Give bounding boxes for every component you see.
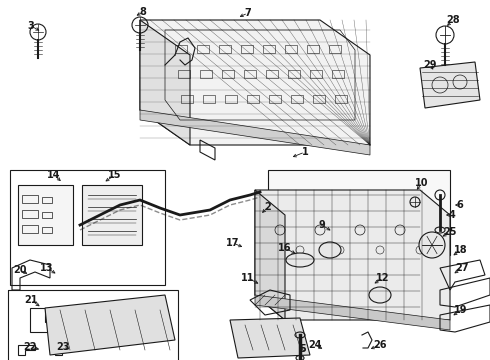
Bar	[200, 70, 212, 78]
Bar	[285, 45, 297, 53]
Bar	[313, 95, 325, 103]
Ellipse shape	[369, 287, 391, 303]
Polygon shape	[255, 190, 450, 320]
Text: 11: 11	[241, 273, 255, 283]
Bar	[288, 70, 300, 78]
Bar	[307, 45, 319, 53]
Polygon shape	[420, 62, 480, 108]
Bar	[266, 70, 278, 78]
Polygon shape	[230, 318, 310, 358]
Text: 21: 21	[24, 295, 38, 305]
Bar	[244, 70, 256, 78]
Bar	[219, 45, 231, 53]
Text: 7: 7	[245, 8, 251, 18]
Text: 12: 12	[376, 273, 390, 283]
Bar	[269, 95, 281, 103]
Bar	[175, 45, 187, 53]
Polygon shape	[45, 295, 175, 355]
Bar	[225, 95, 237, 103]
Bar	[291, 95, 303, 103]
Text: 14: 14	[47, 170, 61, 180]
Bar	[42, 227, 52, 233]
Text: 29: 29	[423, 60, 437, 70]
Bar	[247, 95, 259, 103]
Text: 19: 19	[454, 305, 468, 315]
Bar	[181, 95, 193, 103]
Bar	[310, 70, 322, 78]
Bar	[22, 225, 38, 233]
Ellipse shape	[286, 253, 314, 267]
Text: 3: 3	[27, 21, 34, 31]
Text: 10: 10	[415, 178, 429, 188]
Bar	[335, 95, 347, 103]
Bar	[18, 185, 73, 245]
Text: 18: 18	[454, 245, 468, 255]
Text: 24: 24	[308, 340, 322, 350]
Text: 2: 2	[265, 202, 271, 212]
Text: 1: 1	[302, 147, 308, 157]
Bar	[42, 197, 52, 203]
Polygon shape	[140, 110, 370, 155]
Polygon shape	[140, 20, 190, 145]
Bar	[82, 185, 142, 245]
Text: 20: 20	[13, 265, 27, 275]
Text: 4: 4	[449, 210, 455, 220]
Text: 22: 22	[23, 342, 37, 352]
Text: 23: 23	[56, 342, 70, 352]
Text: 13: 13	[40, 263, 54, 273]
Text: 28: 28	[446, 15, 460, 25]
Bar	[22, 210, 38, 218]
Text: 6: 6	[457, 200, 464, 210]
Polygon shape	[140, 20, 370, 145]
Polygon shape	[268, 170, 450, 255]
Bar	[329, 45, 341, 53]
Bar	[22, 195, 38, 203]
Text: 16: 16	[278, 243, 292, 253]
Bar	[178, 70, 190, 78]
Bar	[8, 290, 178, 360]
Bar	[10, 170, 165, 285]
Text: 26: 26	[373, 340, 387, 350]
Bar	[332, 70, 344, 78]
Bar	[241, 45, 253, 53]
Bar	[197, 45, 209, 53]
Text: 5: 5	[299, 344, 306, 354]
Polygon shape	[255, 190, 285, 320]
Circle shape	[419, 232, 445, 258]
Text: 25: 25	[443, 227, 457, 237]
Bar	[222, 70, 234, 78]
Bar	[203, 95, 215, 103]
Ellipse shape	[319, 242, 341, 258]
Text: 15: 15	[108, 170, 122, 180]
Text: 9: 9	[318, 220, 325, 230]
Polygon shape	[255, 295, 450, 330]
Bar	[263, 45, 275, 53]
Bar	[42, 212, 52, 218]
Text: 27: 27	[455, 263, 469, 273]
Text: 8: 8	[140, 7, 147, 17]
Text: 17: 17	[226, 238, 240, 248]
